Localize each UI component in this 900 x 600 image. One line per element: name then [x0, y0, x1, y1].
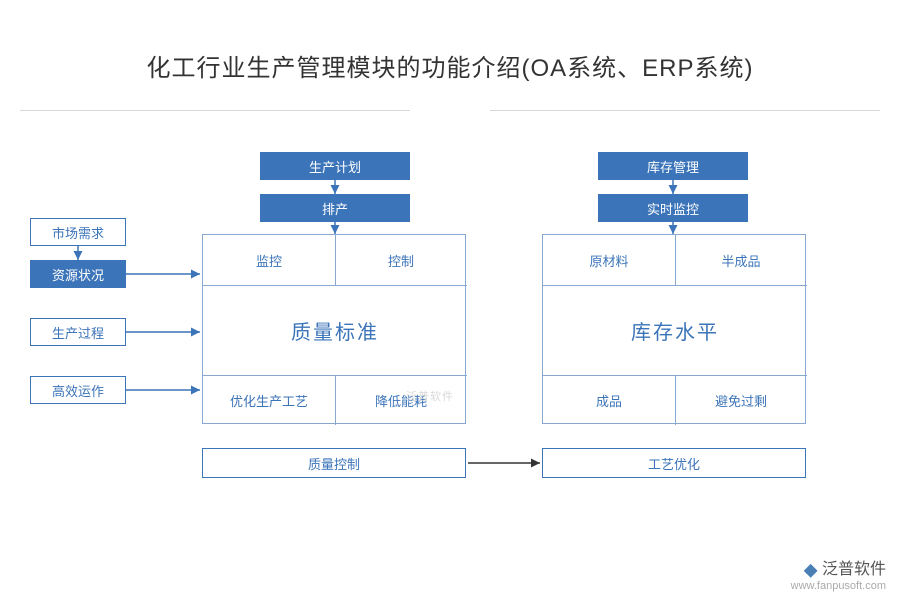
left-top-schedule: 排产 [260, 194, 410, 222]
right-cell-tl: 原材料 [543, 235, 675, 285]
left-cell-tr: 控制 [335, 235, 467, 285]
right-center: 库存水平 [543, 285, 807, 375]
footer-logo: ◆ 泛普软件 www.fanpusoft.com [791, 555, 886, 592]
left-center: 质量标准 [203, 285, 467, 375]
logo-icon: ◆ [804, 559, 818, 579]
watermark: 泛普软件 [406, 388, 454, 404]
right-cell-bl: 成品 [543, 375, 675, 425]
left-cell-tl: 监控 [203, 235, 335, 285]
page-title: 化工行业生产管理模块的功能介绍(OA系统、ERP系统) [0, 0, 900, 83]
right-cell-tr: 半成品 [675, 235, 807, 285]
right-top-stock: 库存管理 [598, 152, 748, 180]
hr-left [20, 110, 410, 111]
bottom-optimize: 工艺优化 [542, 448, 806, 478]
bottom-quality: 质量控制 [202, 448, 466, 478]
side-process: 生产过程 [30, 318, 126, 346]
right-top-monitor: 实时监控 [598, 194, 748, 222]
right-cell-br: 避免过剩 [675, 375, 807, 425]
left-top-plan: 生产计划 [260, 152, 410, 180]
side-efficient: 高效运作 [30, 376, 126, 404]
hr-right [490, 110, 880, 111]
left-cell-bl: 优化生产工艺 [203, 375, 335, 425]
right-frame: 原材料 半成品 库存水平 成品 避免过剩 [542, 234, 806, 424]
side-resource: 资源状况 [30, 260, 126, 288]
side-market: 市场需求 [30, 218, 126, 246]
